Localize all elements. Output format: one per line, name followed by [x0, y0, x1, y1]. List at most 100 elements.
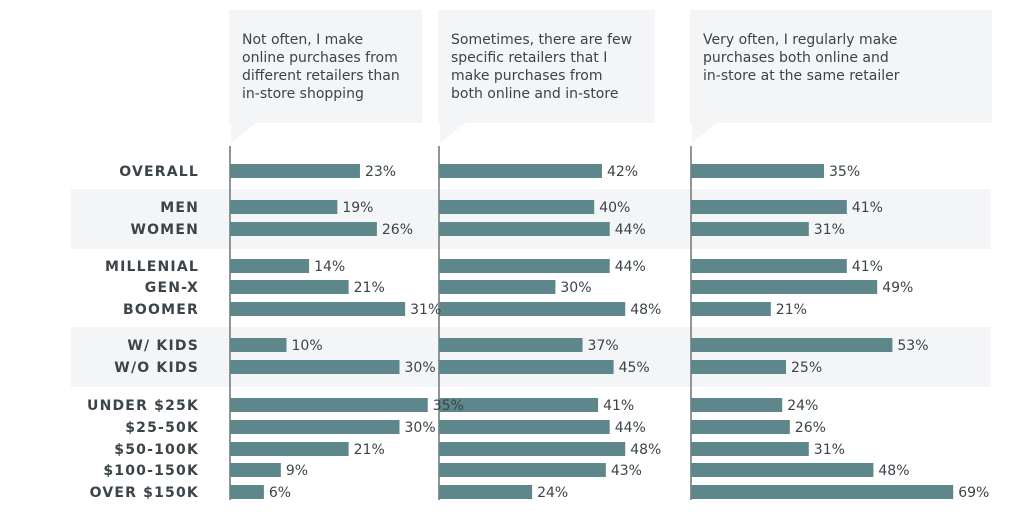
bar: [230, 485, 264, 499]
value-label: 40%: [599, 200, 630, 216]
column-headers: Not often, I make online purchases from di…: [229, 10, 992, 143]
column-header-line: make purchases from: [451, 68, 602, 84]
bar: [691, 442, 809, 456]
value-label: 48%: [630, 442, 661, 458]
value-label: 35%: [433, 398, 464, 414]
value-label: 53%: [897, 338, 928, 354]
bars: [230, 164, 954, 499]
value-label: 14%: [314, 259, 345, 275]
category-label-w-kids: W/ KIDS: [127, 338, 199, 354]
category-label-millenial: MILLENIAL: [105, 259, 199, 275]
value-label: 26%: [795, 420, 826, 436]
value-label: 41%: [603, 398, 634, 414]
value-label: 35%: [829, 164, 860, 180]
bar: [691, 280, 878, 294]
bar: [230, 222, 377, 236]
category-label-men: MEN: [160, 200, 199, 216]
column-header-line: both online and in-store: [451, 86, 618, 102]
row-band: [71, 189, 991, 249]
value-label: 30%: [560, 280, 591, 296]
category-labels: OVERALL MEN WOMEN MILLENIAL GEN-X BOOMER W/ KI…: [87, 164, 199, 501]
value-label: 31%: [410, 302, 441, 318]
category-label-25-50k: $25-50K: [125, 420, 199, 436]
bar: [691, 302, 771, 316]
value-label: 69%: [958, 485, 989, 501]
row-band: [71, 327, 991, 387]
bar: [439, 420, 610, 434]
value-label: 42%: [607, 164, 638, 180]
bar: [691, 360, 786, 374]
bar: [439, 302, 626, 316]
bar: [439, 442, 626, 456]
bar: [691, 164, 824, 178]
category-label-50-100k: $50-100K: [114, 442, 199, 458]
value-label: 19%: [342, 200, 373, 216]
category-label-over-150k: OVER $150K: [90, 485, 199, 501]
bar: [230, 302, 406, 316]
bar: [230, 338, 287, 352]
column-header-line: in-store at the same retailer: [703, 68, 900, 84]
bar: [691, 485, 954, 499]
value-label: 37%: [588, 338, 619, 354]
bar: [230, 420, 400, 434]
value-label: 48%: [630, 302, 661, 318]
bar: [230, 200, 338, 214]
column-header-line: Sometimes, there are few: [451, 32, 632, 48]
value-label: 31%: [814, 442, 845, 458]
bar: [439, 222, 610, 236]
value-label: 48%: [878, 463, 909, 479]
value-label: 30%: [405, 360, 436, 376]
category-label-gen-x: GEN-X: [145, 280, 199, 296]
value-label: 41%: [852, 259, 883, 275]
bar: [439, 338, 583, 352]
column-header-line: online purchases from: [242, 50, 398, 66]
bar: [439, 280, 556, 294]
bar: [230, 442, 349, 456]
bar: [691, 200, 847, 214]
bar: [691, 398, 783, 412]
column-header-bubble: [690, 10, 992, 143]
category-label-w-o-kids: W/O KIDS: [114, 360, 199, 376]
value-label: 24%: [787, 398, 818, 414]
value-label: 31%: [814, 222, 845, 238]
value-label: 21%: [354, 442, 385, 458]
value-label: 49%: [882, 280, 913, 296]
value-label: 44%: [615, 259, 646, 275]
category-label-boomer: BOOMER: [123, 302, 199, 318]
row-bands: [71, 189, 991, 387]
bar: [439, 463, 606, 477]
column-header-bubble: [229, 10, 422, 143]
column-header-line: in-store shopping: [242, 86, 364, 102]
bar: [439, 164, 602, 178]
value-label: 9%: [286, 463, 308, 479]
column-header-line: Very often, I regularly make: [703, 32, 897, 48]
category-label-under-25k: UNDER $25K: [87, 398, 199, 414]
value-labels: 23% 19% 26% 14% 21% 31% 10% 30% 35% 30% 21% 9% 6% 42%…: [269, 164, 989, 501]
bar: [439, 360, 614, 374]
value-label: 41%: [852, 200, 883, 216]
category-label-overall: OVERALL: [119, 164, 199, 180]
bar: [230, 164, 360, 178]
value-label: 43%: [611, 463, 642, 479]
category-label-women: WOMEN: [130, 222, 199, 238]
bar: [439, 485, 533, 499]
column-header-line: Not often, I make: [242, 32, 363, 48]
value-label: 6%: [269, 485, 291, 501]
category-label-100-150k: $100-150K: [103, 463, 199, 479]
value-label: 25%: [791, 360, 822, 376]
value-label: 44%: [615, 222, 646, 238]
column-header-line: different retailers than: [242, 68, 400, 84]
value-label: 23%: [365, 164, 396, 180]
column-header-line: specific retailers that I: [451, 50, 607, 66]
bar: [691, 463, 874, 477]
bar: [230, 463, 281, 477]
value-label: 30%: [405, 420, 436, 436]
value-label: 21%: [354, 280, 385, 296]
bar: [230, 280, 349, 294]
bar: [691, 222, 809, 236]
bar: [230, 360, 400, 374]
value-label: 26%: [382, 222, 413, 238]
bar: [691, 338, 893, 352]
column-header-bubble: [438, 10, 655, 143]
